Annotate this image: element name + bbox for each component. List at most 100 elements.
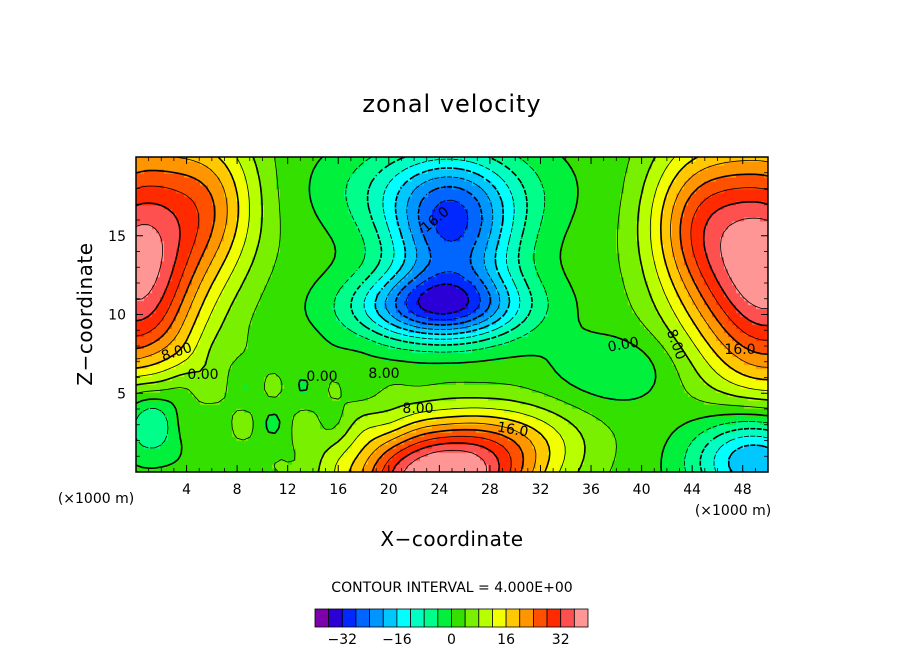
heatmap-cell: [652, 424, 657, 429]
heatmap-cell: [756, 404, 761, 409]
heatmap-cell: [648, 384, 653, 389]
heatmap-cell: [404, 468, 409, 472]
heatmap-cell: [420, 372, 425, 377]
heatmap-cell: [440, 380, 445, 385]
heatmap-cell: [320, 396, 325, 401]
heatmap-cell: [484, 388, 489, 393]
heatmap-cell: [616, 448, 621, 453]
heatmap-cell: [360, 408, 365, 413]
heatmap-cell: [720, 420, 725, 425]
heatmap-cell: [652, 464, 657, 469]
heatmap-cell: [460, 348, 465, 353]
heatmap-cell: [384, 364, 389, 369]
heatmap-cell: [264, 448, 269, 453]
heatmap-cell: [648, 396, 653, 401]
heatmap-cell: [492, 368, 497, 373]
heatmap-cell: [484, 344, 489, 349]
heatmap-cell: [756, 448, 761, 453]
heatmap-cell: [340, 372, 345, 377]
heatmap-cell: [704, 452, 709, 457]
heatmap-cell: [640, 456, 645, 461]
heatmap-cell: [424, 400, 429, 405]
heatmap-cell: [540, 412, 545, 417]
heatmap-cell: [484, 360, 489, 365]
heatmap-cell: [244, 452, 249, 457]
heatmap-cell: [236, 384, 241, 389]
heatmap-cell: [576, 368, 581, 373]
heatmap-cell: [172, 456, 177, 461]
heatmap-cell: [244, 380, 249, 385]
heatmap-cell: [500, 464, 505, 469]
heatmap-cell: [180, 460, 185, 465]
heatmap-cell: [532, 376, 537, 381]
heatmap-cell: [408, 404, 413, 409]
heatmap-cell: [636, 392, 641, 397]
heatmap-cell: [240, 372, 245, 377]
heatmap-cell: [600, 456, 605, 461]
heatmap-cell: [192, 380, 197, 385]
heatmap-cell: [200, 412, 205, 417]
heatmap-cell: [400, 372, 405, 377]
heatmap-cell: [272, 368, 277, 373]
heatmap-cell: [560, 424, 565, 429]
heatmap-cell: [580, 384, 585, 389]
heatmap-cell: [748, 376, 753, 381]
heatmap-cell: [664, 436, 669, 441]
heatmap-cell: [612, 460, 617, 465]
heatmap-cell: [328, 448, 333, 453]
heatmap-cell: [256, 396, 261, 401]
heatmap-cell: [256, 436, 261, 441]
heatmap-cell: [556, 380, 561, 385]
heatmap-cell: [404, 456, 409, 461]
heatmap-cell: [192, 388, 197, 393]
heatmap-cell: [344, 376, 349, 381]
heatmap-cell: [760, 368, 765, 373]
heatmap-cell: [712, 396, 717, 401]
heatmap-cell: [692, 372, 697, 377]
heatmap-cell: [592, 364, 597, 369]
heatmap-cell: [428, 396, 433, 401]
heatmap-cell: [436, 380, 441, 385]
heatmap-cell: [548, 412, 553, 417]
heatmap-cell: [604, 368, 609, 373]
heatmap-cell: [756, 348, 761, 353]
heatmap-cell: [308, 440, 313, 445]
heatmap-cell: [284, 420, 289, 425]
heatmap-cell: [644, 424, 649, 429]
heatmap-cell: [256, 348, 261, 353]
heatmap-cell: [576, 408, 581, 413]
heatmap-cell: [636, 356, 641, 361]
heatmap-cell: [524, 432, 529, 437]
heatmap-cell: [436, 344, 441, 349]
heatmap-cell: [400, 452, 405, 457]
heatmap-cell: [384, 444, 389, 449]
heatmap-cell: [516, 460, 521, 465]
heatmap-cell: [628, 352, 633, 357]
heatmap-cell: [204, 444, 209, 449]
heatmap-cell: [744, 364, 749, 369]
heatmap-cell: [464, 424, 469, 429]
heatmap-cell: [628, 436, 633, 441]
heatmap-cell: [360, 376, 365, 381]
heatmap-cell: [444, 344, 449, 349]
heatmap-cell: [448, 384, 453, 389]
heatmap-cell: [232, 356, 237, 361]
heatmap-cell: [416, 356, 421, 361]
heatmap-cell: [224, 352, 229, 357]
heatmap-cell: [144, 392, 149, 397]
heatmap-cell: [240, 344, 245, 349]
heatmap-cell: [584, 428, 589, 433]
heatmap-cell: [168, 452, 173, 457]
heatmap-cell: [512, 404, 517, 409]
heatmap-cell: [696, 464, 701, 469]
heatmap-cell: [376, 388, 381, 393]
heatmap-cell: [184, 376, 189, 381]
heatmap-cell: [580, 468, 585, 472]
heatmap-cell: [656, 420, 661, 425]
heatmap-cell: [224, 464, 229, 469]
heatmap-cell: [232, 396, 237, 401]
heatmap-cell: [512, 436, 517, 441]
heatmap-cell: [712, 416, 717, 421]
heatmap-cell: [428, 344, 433, 349]
heatmap-cell: [268, 396, 273, 401]
